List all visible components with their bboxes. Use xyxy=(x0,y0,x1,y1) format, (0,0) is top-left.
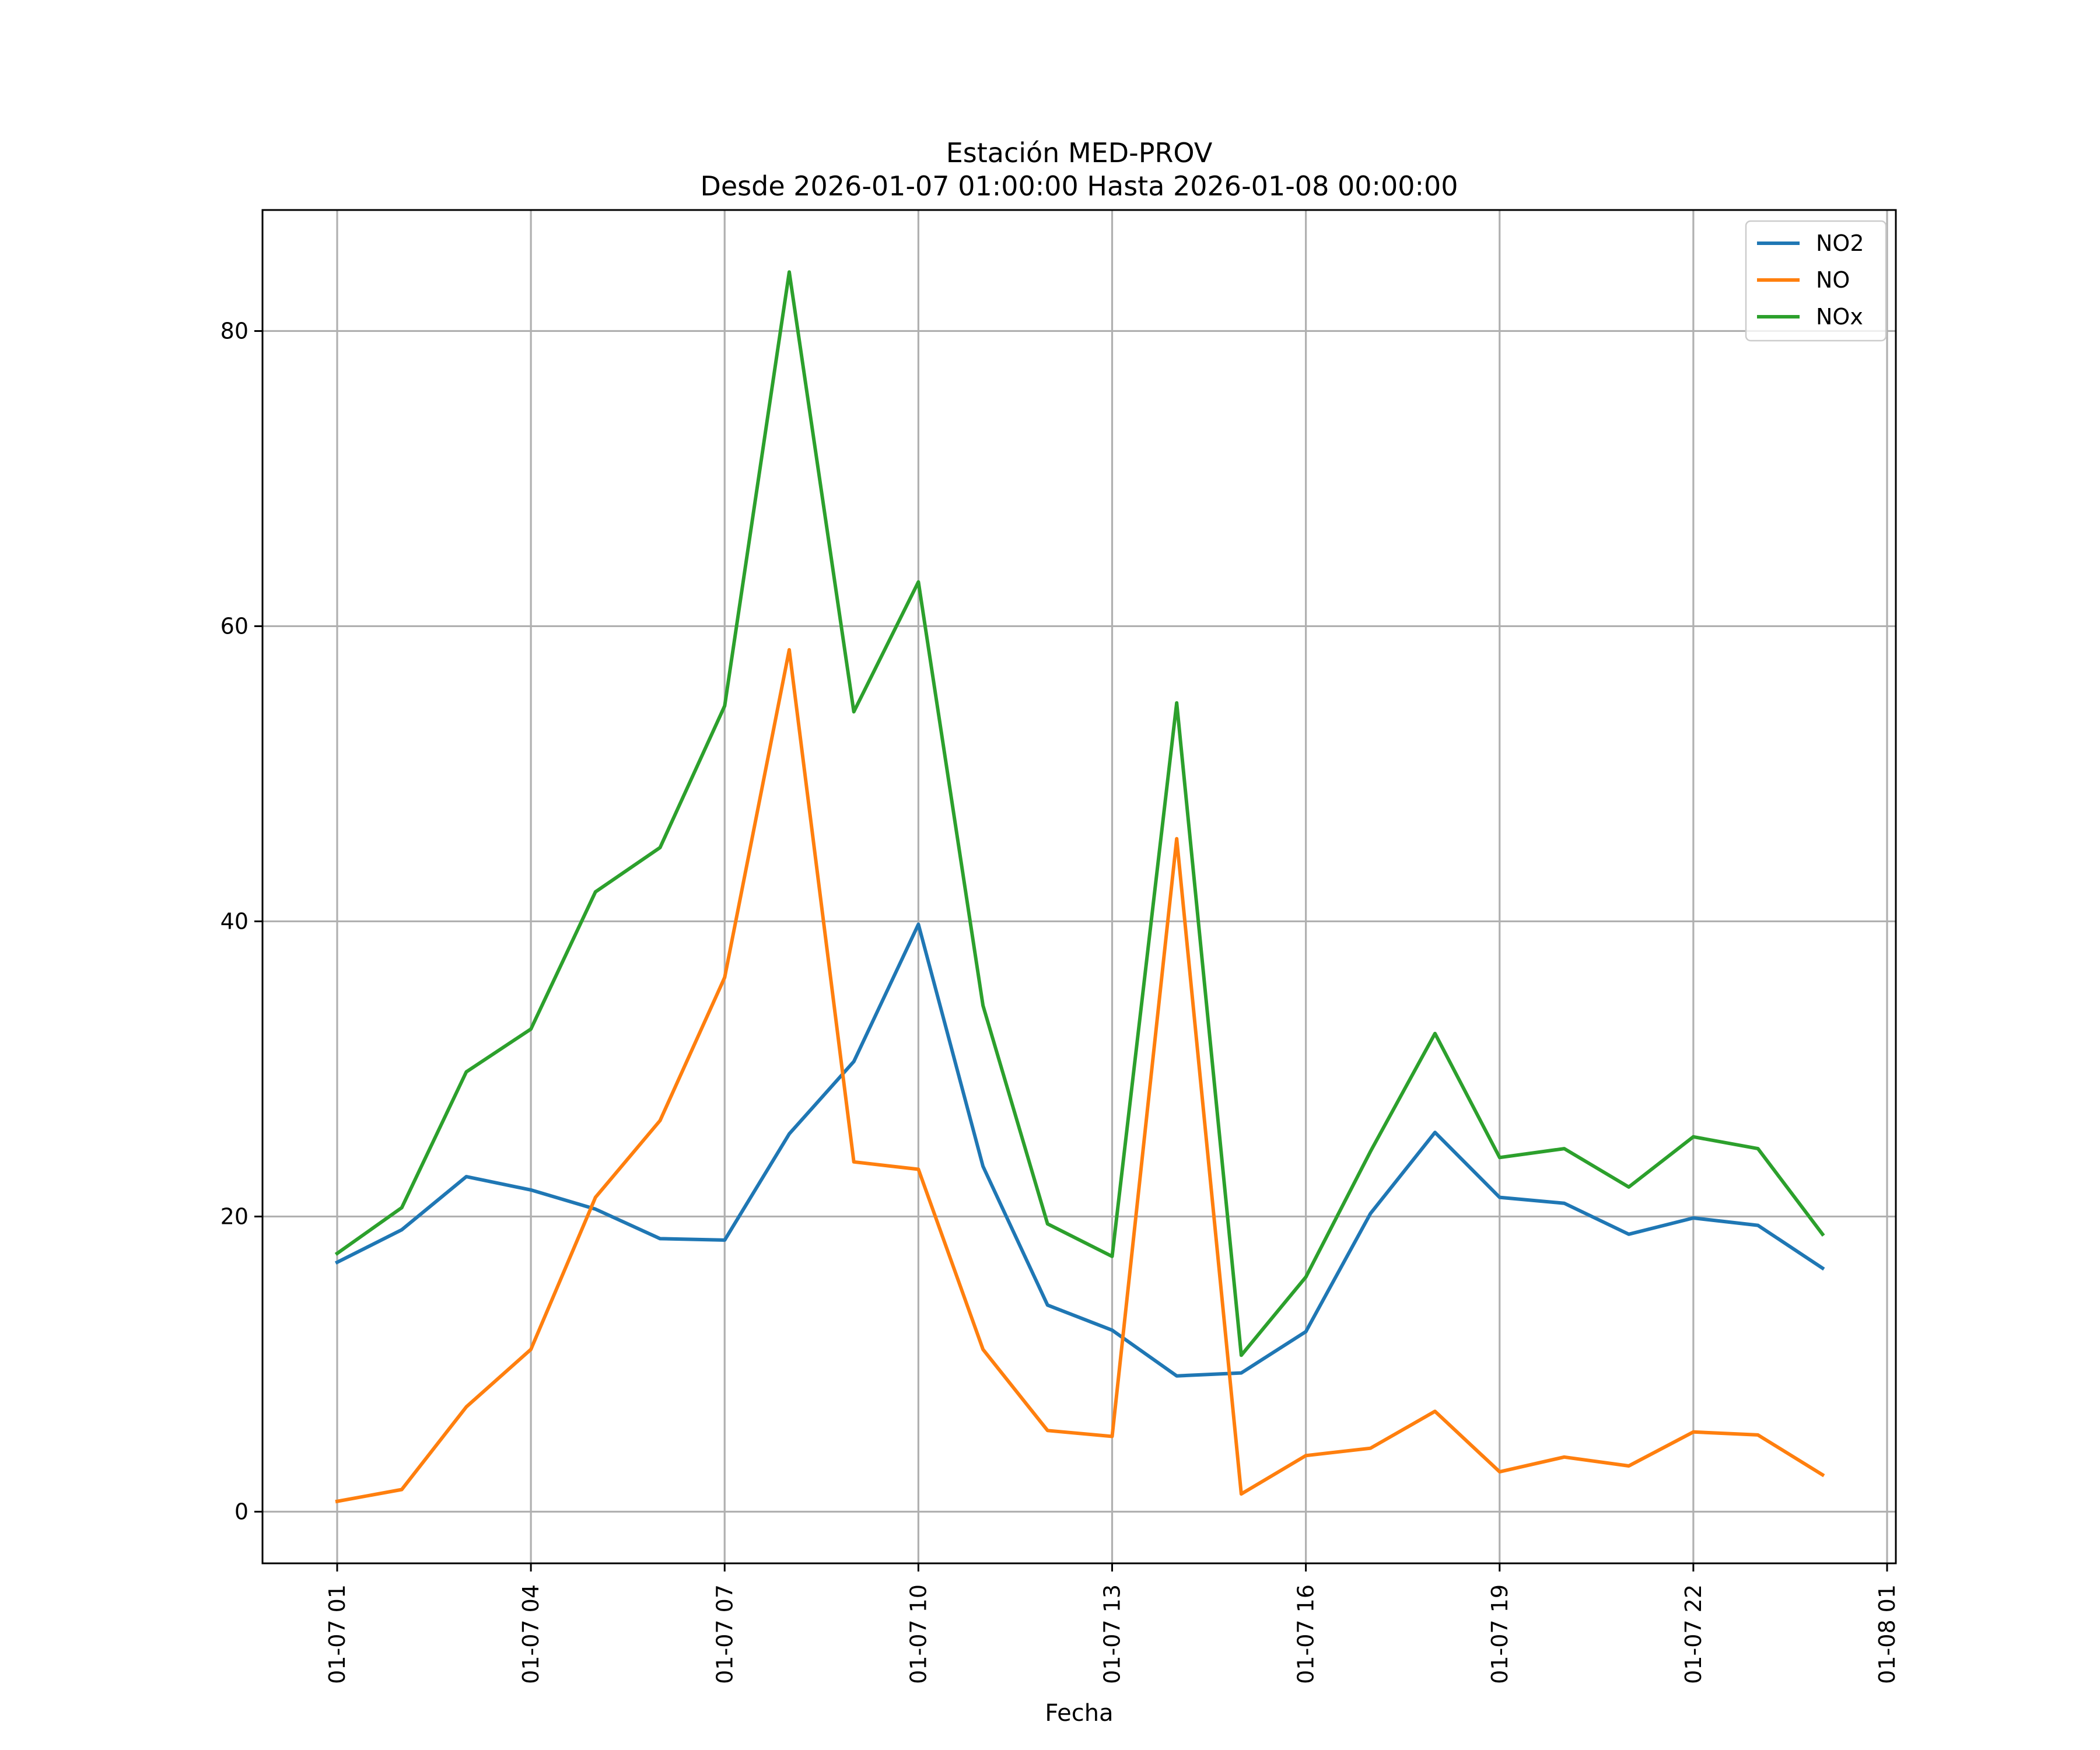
x-tick-label: 01-07 01 xyxy=(324,1584,350,1684)
legend: NO2 NO NOx xyxy=(1745,220,1887,342)
x-tick-label: 01-07 16 xyxy=(1293,1584,1319,1684)
series-layer xyxy=(334,270,1825,1504)
legend-items: NO2 NO NOx xyxy=(1757,230,1864,330)
chart-title: Estación MED-PROV xyxy=(946,137,1213,169)
chart-subtitle: Desde 2026-01-07 01:00:00 Hasta 2026-01-… xyxy=(700,170,1458,202)
y-tick-label: 20 xyxy=(220,1203,249,1229)
grid-layer xyxy=(262,210,1896,1563)
x-tick-label: 01-07 10 xyxy=(905,1584,931,1684)
tick-layer: 01-07 01 01-07 04 01-07 07 01-07 10 01-07 13… xyxy=(220,318,1900,1684)
y-tick-label: 40 xyxy=(220,908,249,934)
x-tick-label: 01-07 07 xyxy=(712,1584,737,1684)
legend-label-nox: NOx xyxy=(1816,304,1863,330)
x-tick-label: 01-08 01 xyxy=(1874,1584,1900,1684)
y-tick-label: 0 xyxy=(235,1499,249,1524)
series-line-no xyxy=(335,648,1825,1504)
x-tick-label: 01-07 04 xyxy=(518,1584,544,1684)
x-axis-label: Fecha xyxy=(1045,1700,1113,1727)
x-tick-label: 01-07 13 xyxy=(1100,1584,1125,1684)
y-tick-label: 80 xyxy=(220,318,249,344)
plot-frame xyxy=(261,209,1897,1564)
x-tick-label: 01-07 19 xyxy=(1487,1584,1513,1684)
series-line-no2 xyxy=(334,922,1825,1378)
x-tick-label: 01-07 22 xyxy=(1681,1584,1706,1684)
y-tick-label: 60 xyxy=(220,613,249,639)
legend-label-no: NO xyxy=(1816,267,1850,293)
series-line-nox xyxy=(334,270,1825,1357)
legend-label-no2: NO2 xyxy=(1816,230,1864,256)
legend-box xyxy=(1745,220,1887,342)
